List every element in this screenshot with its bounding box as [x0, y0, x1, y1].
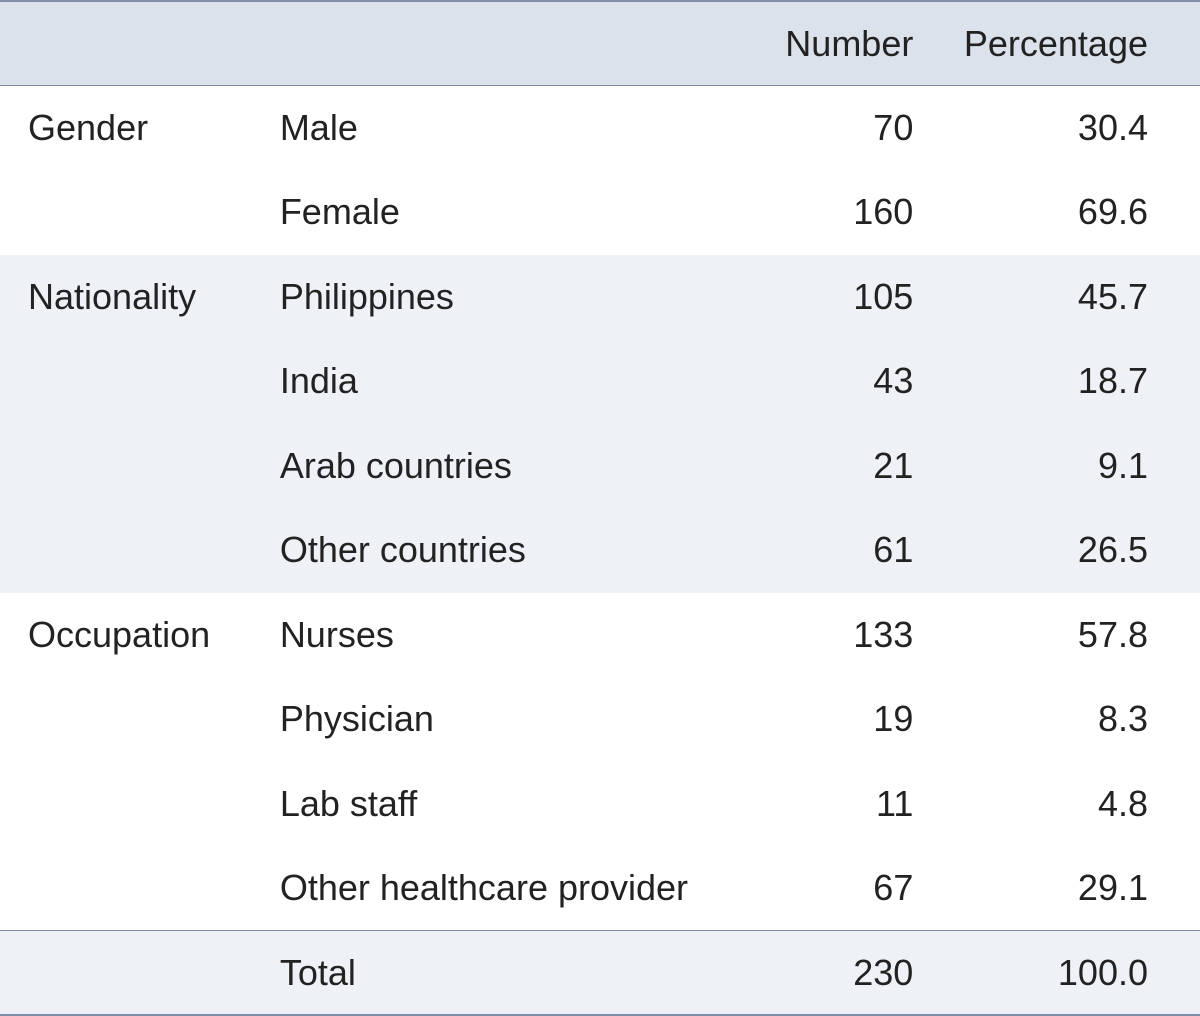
- label-cell: Philippines: [280, 255, 728, 340]
- table-row: NationalityPhilippines10545.7: [0, 255, 1200, 340]
- percentage-cell: 57.8: [943, 593, 1200, 678]
- table-row: Physician198.3: [0, 677, 1200, 762]
- label-cell: Other countries: [280, 508, 728, 593]
- percentage-cell: 69.6: [943, 170, 1200, 255]
- category-cell: [0, 677, 280, 762]
- table-row: Female16069.6: [0, 170, 1200, 255]
- number-cell: 105: [728, 255, 943, 340]
- category-cell: [0, 339, 280, 424]
- number-cell: 21: [728, 424, 943, 509]
- percentage-cell: 8.3: [943, 677, 1200, 762]
- number-cell: 133: [728, 593, 943, 678]
- percentage-cell: 45.7: [943, 255, 1200, 340]
- table-row: India4318.7: [0, 339, 1200, 424]
- label-cell: Male: [280, 86, 728, 171]
- column-header-blank-2: [280, 1, 728, 86]
- category-cell: Nationality: [0, 255, 280, 340]
- percentage-cell: 18.7: [943, 339, 1200, 424]
- category-cell: [0, 846, 280, 931]
- label-cell: India: [280, 339, 728, 424]
- category-cell: [0, 424, 280, 509]
- table-row: Lab staff114.8: [0, 762, 1200, 847]
- number-cell: 11: [728, 762, 943, 847]
- percentage-cell: 29.1: [943, 846, 1200, 931]
- label-cell: Lab staff: [280, 762, 728, 847]
- label-cell: Female: [280, 170, 728, 255]
- label-cell: Nurses: [280, 593, 728, 678]
- table-body: GenderMale7030.4Female16069.6Nationality…: [0, 86, 1200, 1016]
- category-cell: [0, 170, 280, 255]
- category-cell: Occupation: [0, 593, 280, 678]
- column-header-percentage: Percentage: [943, 1, 1200, 86]
- percentage-cell: 30.4: [943, 86, 1200, 171]
- percentage-cell: 100.0: [943, 931, 1200, 1016]
- number-cell: 19: [728, 677, 943, 762]
- number-cell: 160: [728, 170, 943, 255]
- table-row: Other healthcare provider6729.1: [0, 846, 1200, 931]
- demographics-table: Number Percentage GenderMale7030.4Female…: [0, 0, 1200, 1016]
- number-cell: 70: [728, 86, 943, 171]
- category-cell: Gender: [0, 86, 280, 171]
- number-cell: 43: [728, 339, 943, 424]
- category-cell: [0, 931, 280, 1016]
- label-cell: Total: [280, 931, 728, 1016]
- number-cell: 230: [728, 931, 943, 1016]
- column-header-number: Number: [728, 1, 943, 86]
- percentage-cell: 26.5: [943, 508, 1200, 593]
- table-row: Other countries6126.5: [0, 508, 1200, 593]
- percentage-cell: 4.8: [943, 762, 1200, 847]
- category-cell: [0, 762, 280, 847]
- table-row: OccupationNurses13357.8: [0, 593, 1200, 678]
- percentage-cell: 9.1: [943, 424, 1200, 509]
- table-row: Arab countries219.1: [0, 424, 1200, 509]
- table-footer-row: Total230100.0: [0, 931, 1200, 1016]
- label-cell: Other healthcare provider: [280, 846, 728, 931]
- number-cell: 61: [728, 508, 943, 593]
- table-header-row: Number Percentage: [0, 1, 1200, 86]
- label-cell: Physician: [280, 677, 728, 762]
- category-cell: [0, 508, 280, 593]
- label-cell: Arab countries: [280, 424, 728, 509]
- number-cell: 67: [728, 846, 943, 931]
- column-header-blank-1: [0, 1, 280, 86]
- table-row: GenderMale7030.4: [0, 86, 1200, 171]
